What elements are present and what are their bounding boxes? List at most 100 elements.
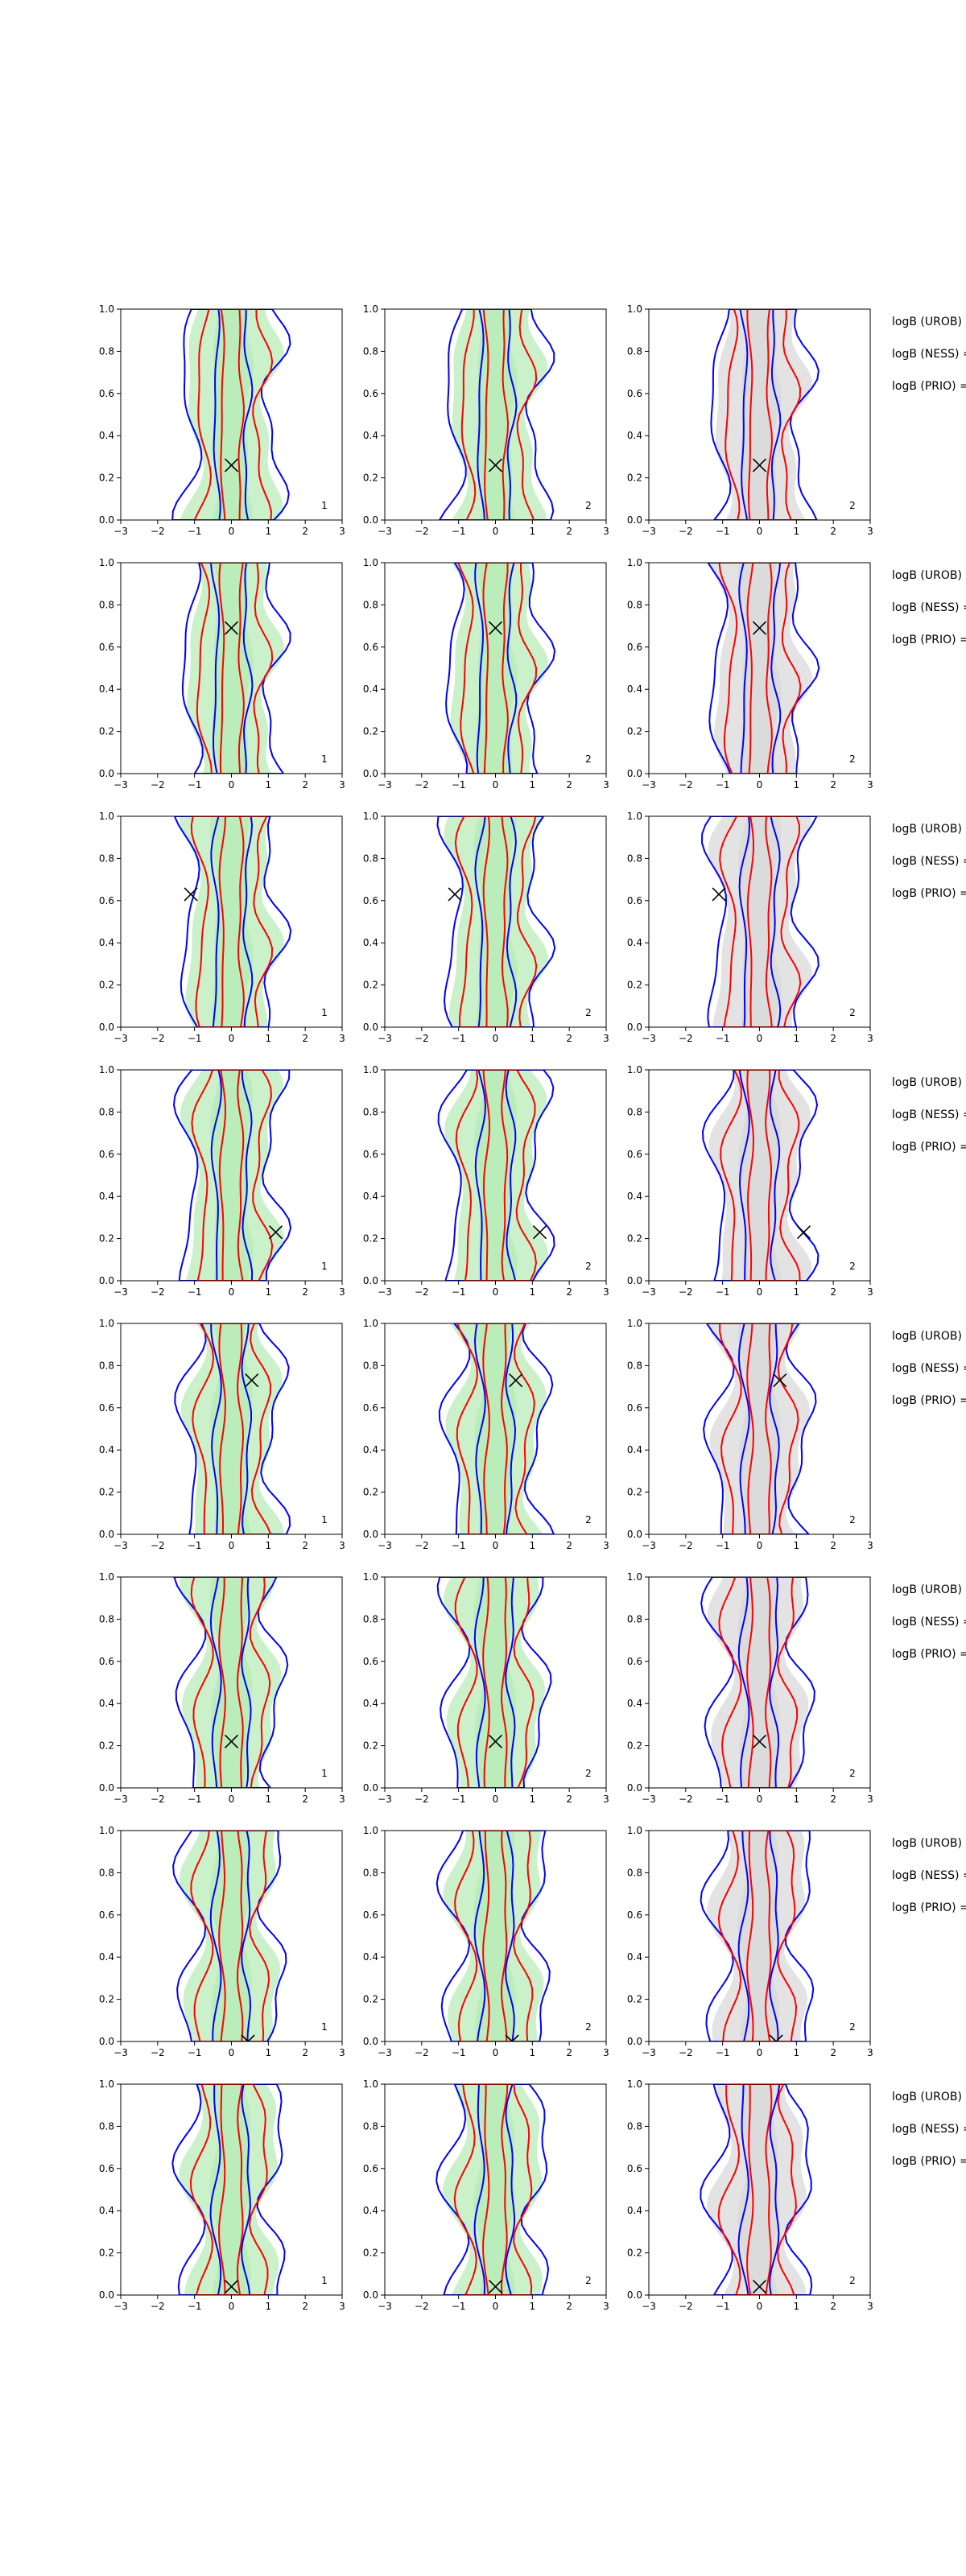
x-tick-label: 0 (493, 526, 499, 537)
blue-contour-inner (473, 1577, 516, 1788)
panel-corner-label: 2 (849, 2021, 856, 2033)
x-tick-label: 2 (566, 1033, 572, 1044)
x-tick-label: 3 (603, 1540, 609, 1551)
y-tick-label: 1.0 (363, 1571, 378, 1583)
y-tick-label: 1.0 (627, 1064, 642, 1075)
x-tick-label: 3 (603, 1794, 609, 1805)
x-tick-label: 1 (530, 779, 536, 791)
x-tick-label: −2 (151, 1286, 165, 1298)
plot-area (700, 2084, 813, 2295)
x-tick-label: 2 (566, 1794, 572, 1805)
x-marker-stroke (224, 2279, 239, 2294)
density-fill-inner (209, 816, 254, 1027)
x-tick-label: −1 (452, 1033, 466, 1044)
x-marker (224, 2279, 239, 2294)
x-marker-stroke (224, 621, 239, 635)
blue-contour-inner (213, 309, 254, 520)
x-marker-stroke (488, 2279, 503, 2294)
y-tick-label: 0.2 (99, 980, 114, 991)
plot-area (436, 816, 556, 1027)
y-tick-label: 0.8 (363, 345, 378, 357)
panel-r2-c3: −3 −2 −1 0 1 2 3 0.0 0.2 0.4 0.6 0.8 1.0 2 (627, 557, 873, 791)
x-tick-label: −3 (642, 2047, 656, 2058)
y-tick-label: 0.6 (363, 2163, 378, 2174)
x-tick-label: 0 (229, 2047, 235, 2058)
blue-contour-outer (701, 1070, 819, 1281)
x-tick-label: 1 (530, 526, 536, 537)
x-tick-label: 2 (830, 2301, 836, 2312)
y-tick-label: 0.8 (363, 1106, 378, 1117)
plot-area (172, 1831, 287, 2041)
row-label-1: logB (UROB) = (892, 1837, 966, 1850)
row-label-2: logB (NESS) = (892, 1362, 966, 1375)
blue-contour-outer (707, 563, 820, 774)
y-tick-label: 0.0 (99, 1275, 114, 1286)
panel-r7-c3: −3 −2 −1 0 1 2 3 0.0 0.2 0.4 0.6 0.8 1.0 2 (627, 1825, 873, 2058)
panel-r8-c1: −3 −2 −1 0 1 2 3 0.0 0.2 0.4 0.6 0.8 1.0 1 (99, 2079, 345, 2312)
x-tick-label: −1 (716, 526, 730, 537)
plot-area (710, 309, 819, 520)
x-tick-label: −1 (188, 526, 202, 537)
x-tick-label: 3 (339, 2047, 345, 2058)
x-tick-label: −2 (151, 2301, 165, 2312)
x-tick-label: 2 (302, 1286, 308, 1298)
red-contour-outer (724, 309, 802, 520)
x-marker-stroke (774, 2034, 783, 2041)
panel-r5-c1: −3 −2 −1 0 1 2 3 0.0 0.2 0.4 0.6 0.8 1.0 1 (99, 1318, 345, 1551)
x-tick-label: −1 (452, 1794, 466, 1805)
y-tick-label: 0.4 (627, 430, 642, 441)
blue-contour-inner (209, 1577, 252, 1788)
y-tick-label: 0.6 (99, 642, 114, 653)
red-contour-outer (189, 2084, 269, 2295)
y-tick-label: 0.0 (627, 1529, 642, 1540)
y-tick-label: 0.6 (627, 2163, 642, 2174)
y-tick-label: 1.0 (627, 1825, 642, 1836)
y-tick-label: 0.2 (363, 726, 378, 737)
x-tick-label: −1 (188, 1033, 202, 1044)
plot-area (703, 1323, 817, 1534)
y-tick-label: 0.0 (363, 768, 378, 779)
y-tick-label: 1.0 (99, 1825, 114, 1836)
x-tick-label: −2 (415, 1286, 429, 1298)
x-tick-label: 1 (266, 2301, 272, 2312)
plot-area (445, 563, 556, 774)
x-tick-label: −2 (679, 2047, 693, 2058)
y-tick-label: 0.6 (99, 1656, 114, 1667)
red-contour-inner (218, 1070, 245, 1281)
y-tick-label: 0.2 (363, 980, 378, 991)
blue-contour-inner (737, 1323, 780, 1534)
row-label-3: logB (PRIO) = (892, 380, 966, 393)
x-tick-label: 2 (830, 1794, 836, 1805)
x-tick-label: −2 (415, 1540, 429, 1551)
red-contour-inner (746, 816, 773, 1027)
x-tick-label: −1 (188, 1794, 202, 1805)
x-tick-label: 0 (229, 2301, 235, 2312)
x-tick-label: 0 (757, 2301, 763, 2312)
y-tick-label: 0.6 (99, 388, 114, 399)
x-tick-label: 0 (229, 779, 235, 791)
red-contour-inner (482, 1577, 508, 1788)
y-tick-label: 0.0 (363, 1022, 378, 1033)
y-tick-label: 0.0 (627, 2036, 642, 2047)
panel-corner-label: 2 (849, 753, 856, 765)
x-tick-label: 1 (266, 1540, 272, 1551)
x-tick-label: 3 (339, 779, 345, 791)
x-tick-label: −3 (642, 2301, 656, 2312)
x-marker-stroke (752, 2279, 767, 2294)
x-marker (773, 1373, 787, 1388)
x-tick-label: 2 (566, 526, 572, 537)
x-tick-label: −1 (716, 779, 730, 791)
y-tick-label: 0.2 (99, 1487, 114, 1498)
panel-r7-c2: −3 −2 −1 0 1 2 3 0.0 0.2 0.4 0.6 0.8 1.0 2 (363, 1825, 609, 2058)
y-tick-label: 0.6 (363, 1402, 378, 1414)
x-tick-label: 2 (302, 1794, 308, 1805)
y-tick-label: 1.0 (99, 557, 114, 568)
x-tick-label: −1 (716, 2301, 730, 2312)
x-tick-label: −1 (452, 2047, 466, 2058)
y-tick-label: 0.8 (627, 1613, 642, 1624)
y-tick-label: 0.0 (627, 1275, 642, 1286)
blue-contour-inner (474, 1070, 517, 1281)
y-tick-label: 0.8 (99, 1613, 114, 1624)
row-label-2: logB (NESS) = (892, 1616, 966, 1629)
y-tick-label: 0.6 (363, 388, 378, 399)
